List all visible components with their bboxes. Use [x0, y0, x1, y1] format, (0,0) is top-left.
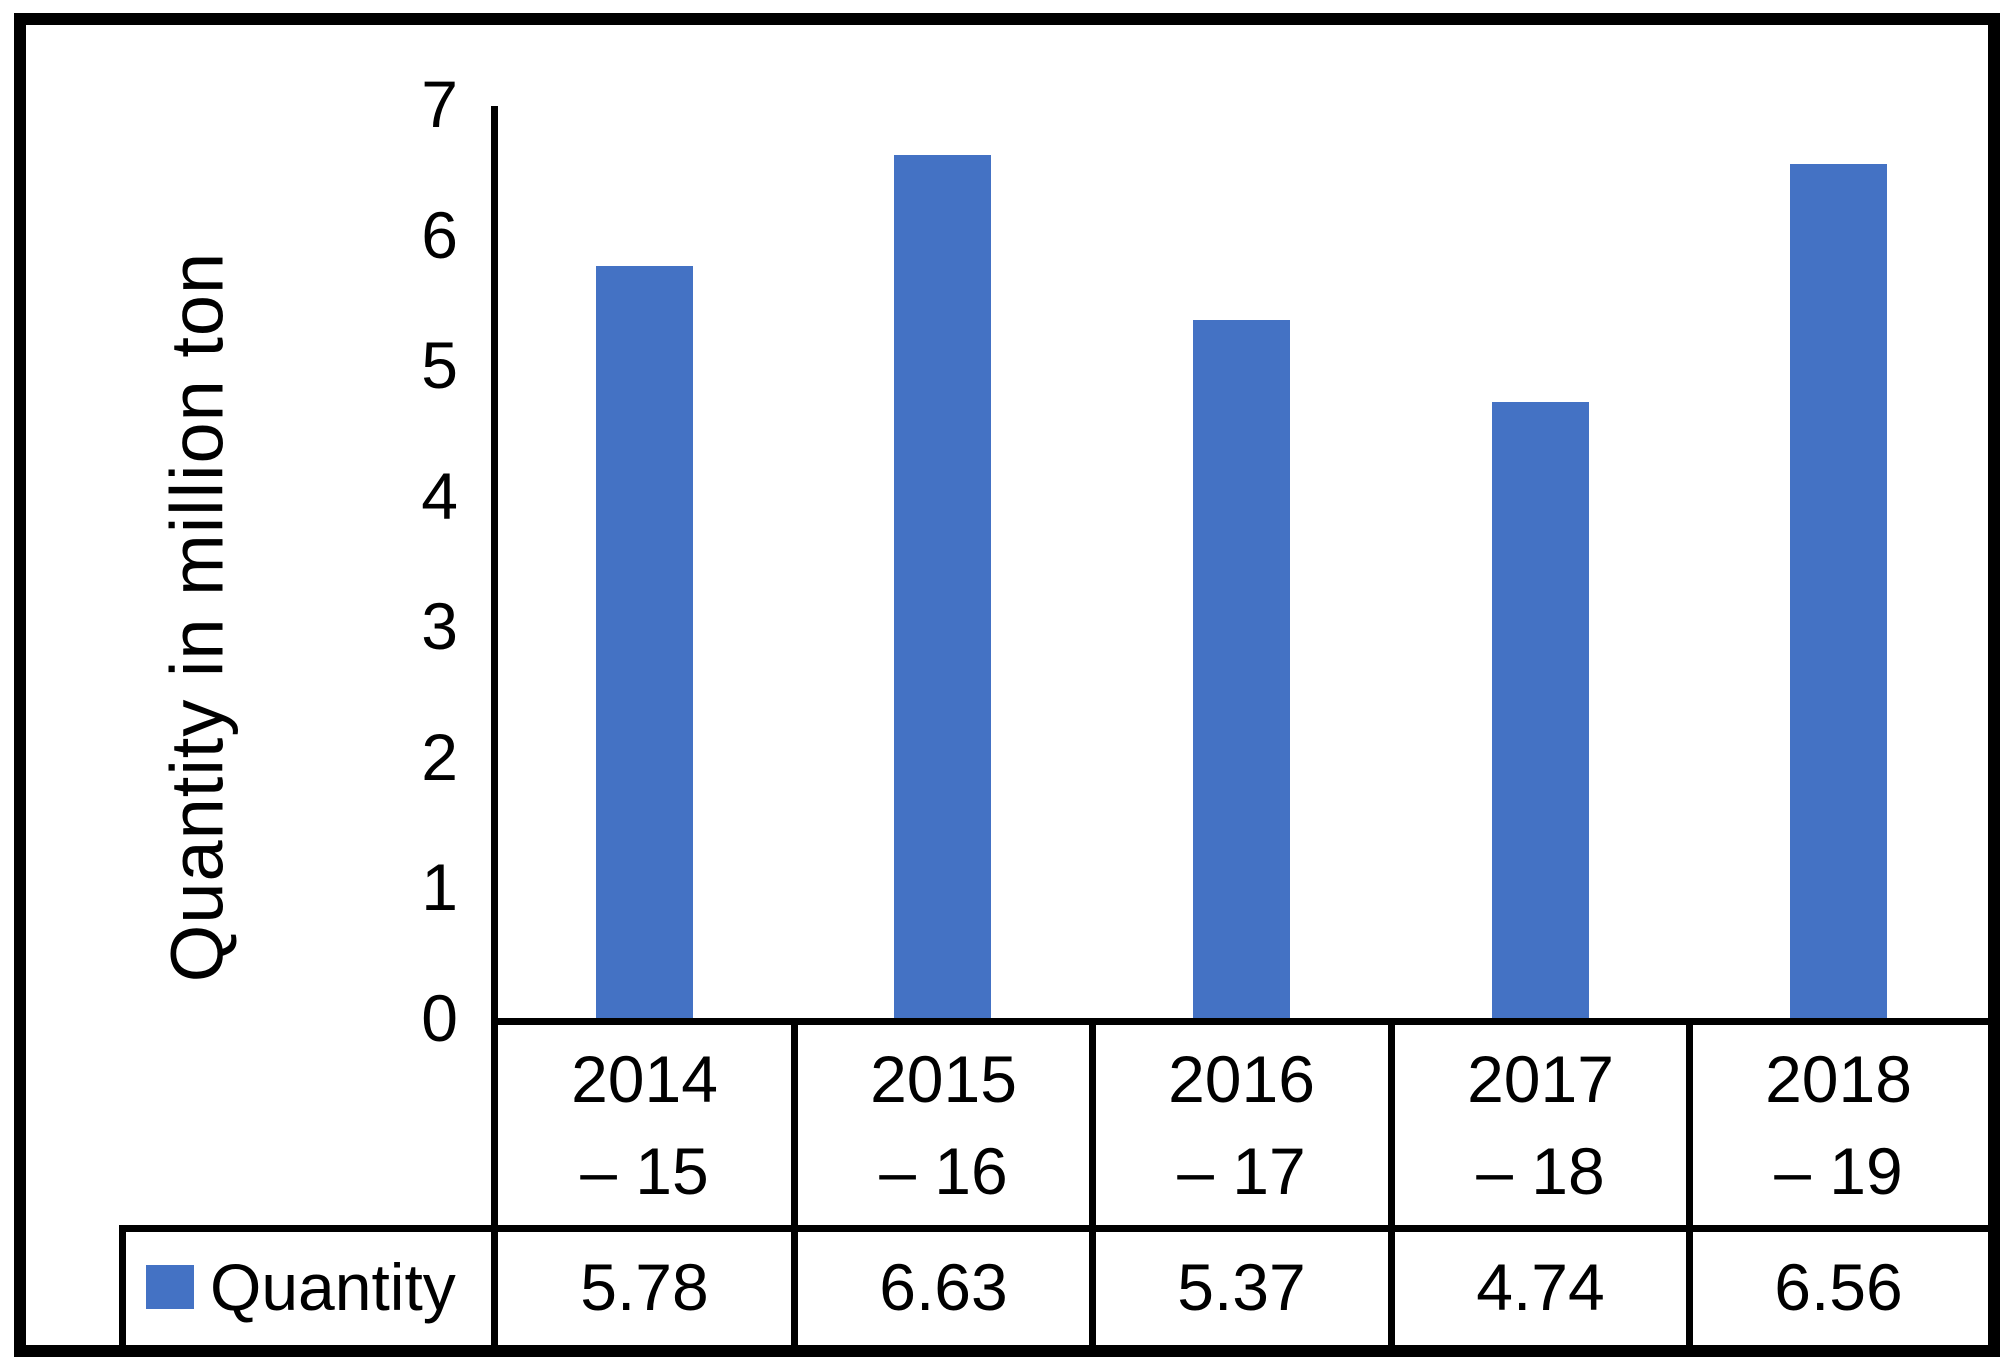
category-year: 2015 [870, 1042, 1017, 1116]
bar [596, 266, 693, 1021]
category-cell: 2018 – 19 [1689, 1025, 1988, 1225]
value-cell: 6.63 [879, 1250, 1008, 1324]
value-cell: 4.74 [1476, 1250, 1605, 1324]
x-axis-baseline [491, 1018, 1988, 1025]
table-column-divider [791, 1018, 798, 1345]
category-range: – 16 [879, 1134, 1008, 1208]
bar [894, 155, 991, 1021]
category-cell: 2014 – 15 [495, 1025, 794, 1225]
legend-label: Quantity [210, 1250, 456, 1324]
value-cell: 5.37 [1177, 1250, 1306, 1324]
category-year: 2018 [1765, 1042, 1912, 1116]
category-year: 2016 [1168, 1042, 1315, 1116]
category-range: – 17 [1177, 1134, 1306, 1208]
y-tick-label: 3 [421, 589, 458, 664]
y-tick-label: 1 [421, 850, 458, 925]
value-cell: 5.78 [580, 1250, 709, 1324]
category-range: – 19 [1774, 1134, 1903, 1208]
value-cell: 6.56 [1774, 1250, 1903, 1324]
y-tick-label: 5 [421, 328, 458, 403]
category-year: 2014 [571, 1042, 718, 1116]
category-cell: 2015 – 16 [794, 1025, 1093, 1225]
category-range: – 18 [1476, 1134, 1605, 1208]
bar [1193, 320, 1290, 1021]
category-year: 2017 [1467, 1042, 1614, 1116]
y-axis-title: Quantity in million ton [155, 251, 239, 983]
table-column-divider [1686, 1018, 1693, 1345]
category-cell: 2017 – 18 [1391, 1025, 1690, 1225]
legend-swatch-icon [146, 1265, 194, 1309]
chart-border [14, 13, 2000, 1357]
legend-cell-border [119, 1225, 126, 1345]
y-axis-line [491, 106, 498, 1345]
category-cell: 2016 – 17 [1092, 1025, 1391, 1225]
bar [1790, 164, 1887, 1021]
table-column-divider [1089, 1018, 1096, 1345]
y-tick-label: 2 [421, 719, 458, 794]
bar [1492, 402, 1589, 1021]
table-row-divider [119, 1225, 1988, 1232]
y-tick-label: 4 [421, 458, 458, 533]
y-tick-label: 0 [421, 981, 458, 1055]
category-range: – 15 [580, 1134, 709, 1208]
legend-cell: Quantity [126, 1232, 484, 1342]
y-tick-label: 6 [421, 197, 458, 272]
y-tick-label: 7 [421, 67, 458, 141]
table-column-divider [1388, 1018, 1395, 1345]
